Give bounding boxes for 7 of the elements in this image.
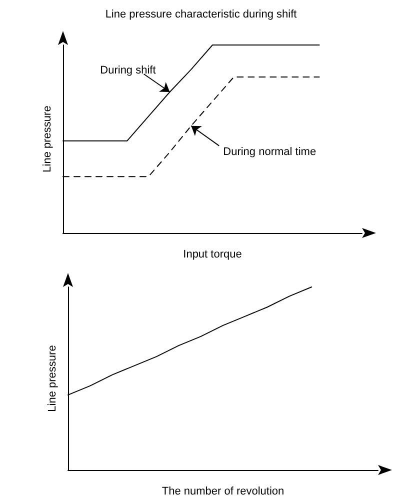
- y-axis-title: Line pressure: [46, 345, 58, 412]
- annotation: During shift: [100, 64, 156, 76]
- x-axis-title: Input torque: [183, 248, 242, 260]
- x-axis-title: The number of revolution: [162, 486, 284, 498]
- chart-title: Line pressure characteristic during shift: [105, 8, 297, 20]
- y-axis-title: Line pressure: [42, 106, 54, 172]
- annotation: During normal time: [223, 146, 316, 158]
